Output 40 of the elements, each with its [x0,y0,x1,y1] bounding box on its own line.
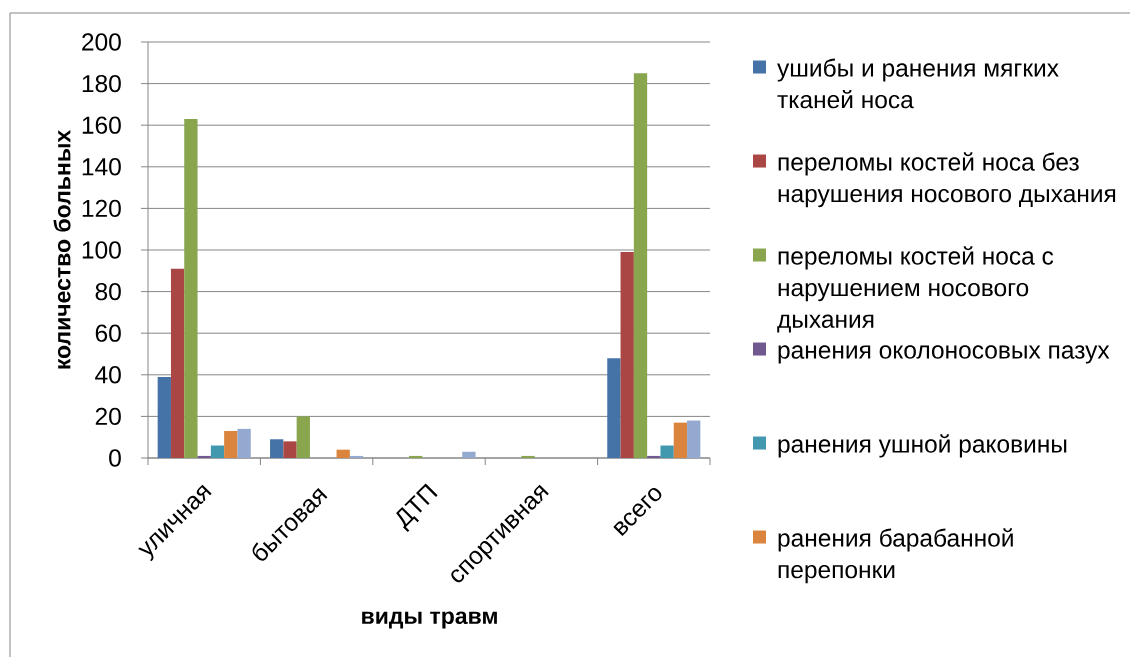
bar [336,449,350,458]
legend-label: переломы костей носа без нарушения носового дыхания [778,152,1116,208]
y-tick-label: 200 [82,33,121,51]
bar [283,441,297,458]
bar [673,422,688,458]
y-tick-label: 120 [82,199,121,218]
legend-label: ранения околоносовых пазух [778,345,1110,364]
bar [184,118,198,458]
bar [521,455,535,458]
bar [409,455,423,458]
bar [462,451,476,458]
y-tick-label: 20 [95,407,121,426]
legend-label: ранения барабанной перепонки [778,528,1013,584]
bar [270,439,284,458]
y-tick-label: 0 [109,449,121,467]
bar [197,455,211,458]
bar [607,358,621,458]
bar [296,416,310,458]
y-tick-label: 60 [95,324,121,342]
x-axis-title: виды травм [362,611,497,629]
bar [237,428,251,458]
legend-label: ушибы и ранения мягких тканей носа [777,58,1059,109]
bar [620,252,634,458]
bar [157,376,171,458]
bar [224,430,238,458]
legend-label: ранения ушной раковины [778,434,1067,458]
y-tick-label: 100 [82,241,121,259]
bar [349,455,364,458]
bar [170,268,185,458]
y-tick-label: 160 [82,116,121,134]
bar [210,445,225,458]
bar [660,445,674,458]
y-axis-title: количество больных [53,129,71,369]
bar [687,420,701,458]
y-tick-label: 180 [82,74,121,93]
y-tick-label: 140 [82,158,121,176]
y-tick-label: 80 [95,282,121,301]
bar [633,73,648,458]
bar [647,455,661,458]
y-tick-label: 40 [95,366,121,384]
